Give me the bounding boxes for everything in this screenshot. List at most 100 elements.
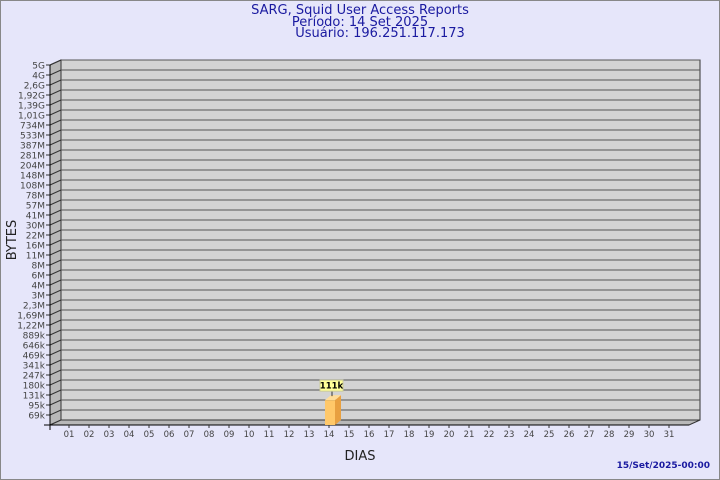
- y-tick-label: 95k: [28, 402, 45, 412]
- y-tick-diag: [49, 89, 62, 96]
- data-label-box: [319, 379, 344, 392]
- y-tick-label: 533M: [20, 132, 45, 142]
- y-tick-label: 180k: [23, 382, 46, 392]
- x-tick-label: 07: [184, 430, 195, 440]
- y-tick-label: 30M: [26, 222, 45, 232]
- x-tick-label: 11: [264, 430, 275, 440]
- x-tick-label: 21: [464, 430, 475, 440]
- x-tick-label: 25: [544, 430, 555, 440]
- y-tick-label: 281M: [20, 152, 45, 162]
- y-tick-label: 148M: [20, 172, 45, 182]
- y-tick-label: 41M: [26, 212, 45, 222]
- x-tick-label: 31: [664, 430, 675, 440]
- chart-title: SARG, Squid User Access Reports: [251, 3, 469, 18]
- y-tick-label: 734M: [20, 122, 45, 132]
- y-tick-diag: [49, 209, 62, 216]
- y-tick-diag: [49, 359, 62, 366]
- y-tick-diag: [49, 249, 62, 256]
- x-tick-label: 09: [224, 430, 235, 440]
- y-tick-label: 16M: [26, 242, 45, 252]
- x-tick-label: 23: [504, 430, 515, 440]
- bar: [325, 400, 335, 425]
- y-tick-label: 69k: [28, 412, 45, 422]
- x-tick-label: 14: [324, 430, 335, 440]
- y-axis-label: BYTES: [5, 220, 20, 261]
- y-tick-label: 1,92G: [18, 92, 45, 102]
- y-tick-label: 646k: [23, 342, 46, 352]
- y-tick-label: 4M: [32, 282, 46, 292]
- x-tick-label: 22: [484, 430, 495, 440]
- x-tick-label: 20: [444, 430, 455, 440]
- y-tick-diag: [49, 409, 62, 416]
- x-tick-label: 16: [364, 430, 375, 440]
- y-tick-label: 889k: [23, 332, 46, 342]
- y-tick-label: 1,01G: [18, 112, 45, 122]
- x-tick-label: 12: [284, 430, 295, 440]
- y-tick-label: 108M: [20, 182, 45, 192]
- y-tick-label: 11M: [26, 252, 45, 262]
- y-tick-label: 1,39G: [18, 102, 45, 112]
- y-tick-label: 22M: [26, 232, 45, 242]
- y-tick-label: 57M: [26, 202, 45, 212]
- x-tick-label: 28: [604, 430, 615, 440]
- x-tick-label: 03: [104, 430, 115, 440]
- y-tick-label: 6M: [32, 272, 46, 282]
- y-tick-label: 8M: [32, 262, 46, 272]
- y-tick-diag: [49, 339, 62, 346]
- footer-timestamp: 15/Set/2025-00:00: [616, 461, 710, 471]
- y-tick-label: 2,6G: [24, 82, 45, 92]
- plot-floor: [49, 419, 701, 426]
- chart-period: Período: 14 Set 2025: [291, 15, 429, 30]
- y-tick-label: 4G: [32, 72, 45, 82]
- y-tick-diag: [49, 159, 62, 166]
- y-tick-label: 341k: [23, 362, 46, 372]
- y-tick-diag: [49, 189, 62, 196]
- x-tick-label: 02: [84, 430, 95, 440]
- x-tick-label: 04: [124, 430, 135, 440]
- x-tick-label: 08: [204, 430, 215, 440]
- y-tick-diag: [49, 369, 62, 376]
- x-tick-label: 30: [644, 430, 655, 440]
- y-tick-label: 2,3M: [23, 302, 45, 312]
- x-tick-label: 26: [564, 430, 575, 440]
- y-tick-diag: [49, 109, 62, 116]
- y-tick-diag: [49, 229, 62, 236]
- y-tick-diag: [49, 299, 62, 306]
- y-tick-diag: [49, 119, 62, 126]
- y-tick-label: 469k: [23, 352, 46, 362]
- x-tick-label: 17: [384, 430, 395, 440]
- y-tick-diag: [49, 389, 62, 396]
- x-tick-label: 27: [584, 430, 595, 440]
- y-tick-diag: [49, 309, 62, 316]
- y-tick-diag: [49, 59, 62, 66]
- x-tick-label: 24: [524, 430, 535, 440]
- x-tick-label: 18: [404, 430, 415, 440]
- y-tick-diag: [49, 79, 62, 86]
- y-tick-label: 247k: [23, 372, 46, 382]
- y-tick-diag: [49, 149, 62, 156]
- y-tick-label: 5G: [32, 62, 45, 72]
- x-tick-label: 13: [304, 430, 315, 440]
- x-tick-label: 10: [244, 430, 255, 440]
- y-tick-label: 387M: [20, 142, 45, 152]
- x-axis-label: DIAS: [345, 449, 376, 464]
- y-tick-diag: [49, 379, 62, 386]
- bar-side: [335, 395, 341, 425]
- y-tick-diag: [49, 69, 62, 76]
- y-tick-diag: [49, 289, 62, 296]
- y-tick-diag: [49, 259, 62, 266]
- y-tick-diag: [49, 349, 62, 356]
- x-tick-label: 29: [624, 430, 635, 440]
- y-tick-diag: [49, 279, 62, 286]
- y-tick-label: 1,22M: [17, 322, 45, 332]
- x-tick-label: 15: [344, 430, 355, 440]
- y-tick-label: 131k: [23, 392, 46, 402]
- y-tick-diag: [49, 199, 62, 206]
- x-tick-label: 19: [424, 430, 435, 440]
- y-tick-diag: [49, 169, 62, 176]
- y-tick-diag: [49, 239, 62, 246]
- y-tick-diag: [49, 139, 62, 146]
- y-tick-label: 1,69M: [17, 312, 45, 322]
- y-tick-label: 204M: [20, 162, 45, 172]
